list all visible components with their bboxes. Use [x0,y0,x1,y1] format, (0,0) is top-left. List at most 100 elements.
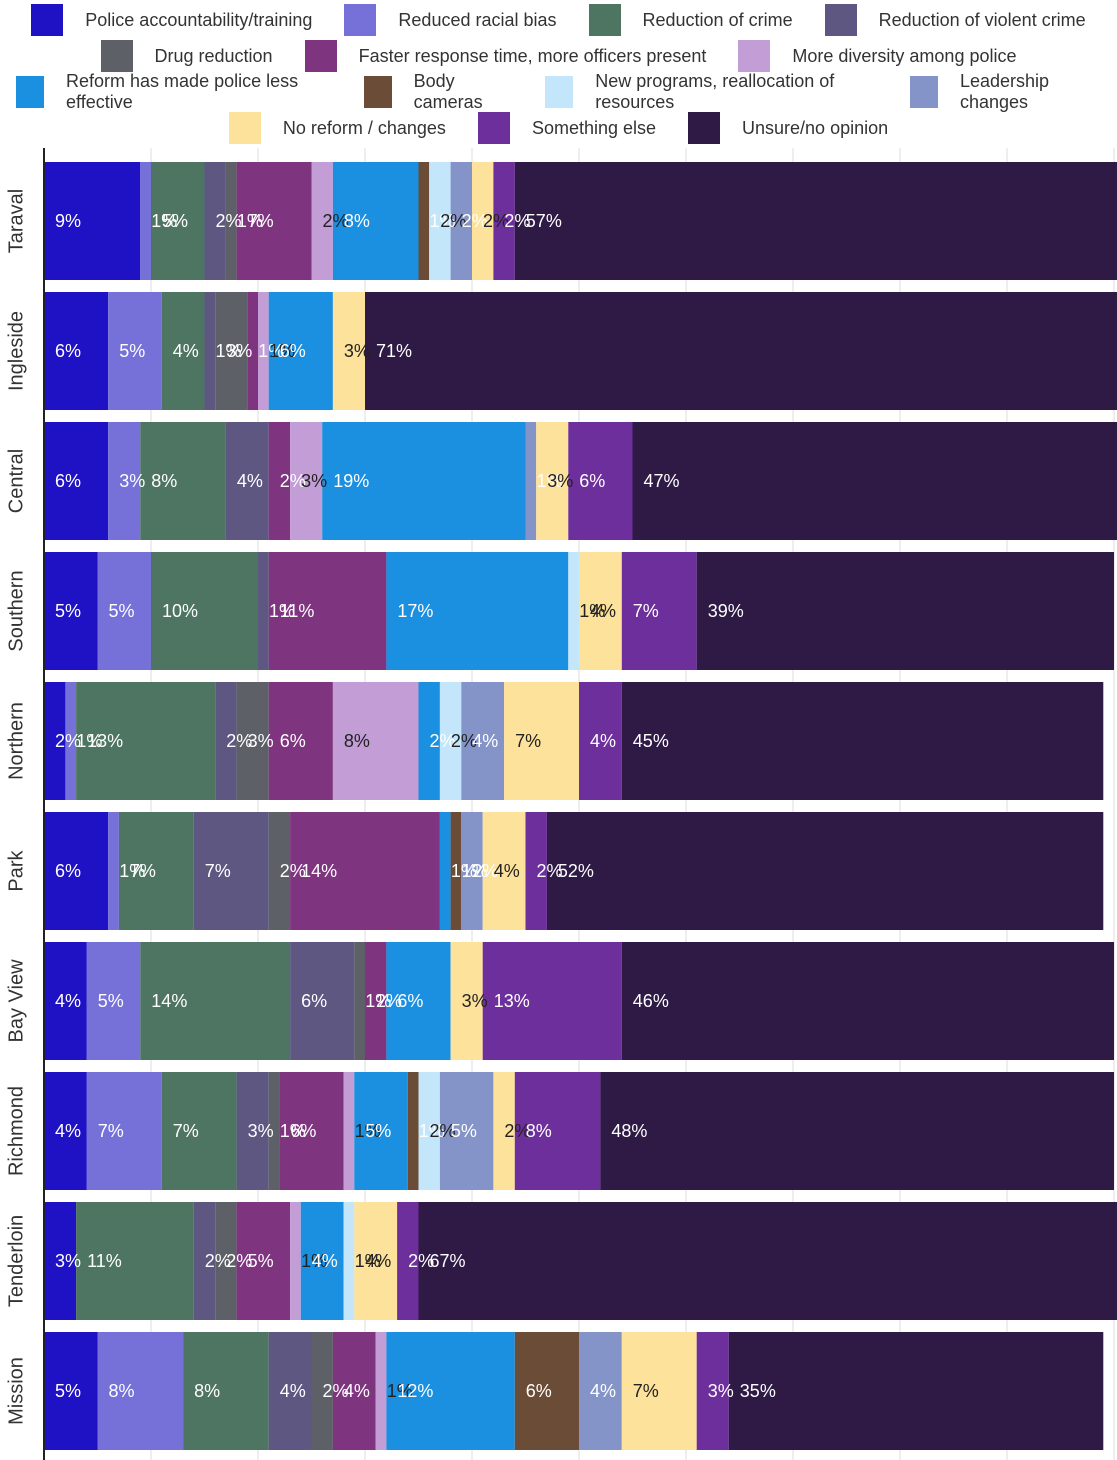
bar-segment [268,422,291,540]
bar-segment [546,812,1104,930]
data-label: 1% [579,601,605,621]
data-label: 3% [344,341,370,361]
bar-segment [450,812,462,930]
legend-item: Drug reduction [100,40,273,72]
data-label: 1% [355,1121,381,1141]
legend-label: Leadership changes [960,71,1050,112]
data-label: 3% [226,341,252,361]
legend-item: More diversity among police [738,40,1017,72]
bar-segment [268,812,291,930]
data-label: 1% [387,1381,413,1401]
legend-label: No reform / changes [282,117,446,138]
data-label: 4% [55,1121,81,1141]
bar-segment [525,812,547,930]
bar-segment [290,1202,301,1320]
bar-segment [429,162,451,280]
bar-segment [65,682,77,800]
data-label: 7% [515,731,541,751]
data-label: 2% [483,211,509,231]
bar-segment [482,942,622,1060]
data-label: 2% [440,211,466,231]
data-label: 5% [119,341,145,361]
bar-segment [44,552,98,670]
legend-item: Body cameras [363,71,513,113]
data-label: 7% [173,1121,199,1141]
bar-segment [161,1072,237,1190]
bar-segment [579,552,622,670]
legend-swatch [304,40,337,72]
data-label: 2% [280,861,306,881]
bar-segment [151,552,258,670]
bar-segment [354,1202,398,1320]
data-label: 3% [547,471,573,491]
data-label: 1% [76,731,102,751]
data-label: 4% [590,731,616,751]
legend-label: Reform has made police less effective [66,71,299,112]
data-label: 5% [451,1121,477,1141]
data-label: 8% [344,731,370,751]
bar-segment [354,1072,408,1190]
bar-segment [332,1332,376,1450]
data-label: 5% [162,211,188,231]
data-label: 6% [55,471,81,491]
legend-swatch [545,76,574,108]
bar-segment [418,1202,1117,1320]
data-label: 2% [462,211,488,231]
bar-segment [193,812,269,930]
data-label: 11% [87,1251,122,1271]
bar-segment [407,1072,419,1190]
bar-segment [258,292,269,410]
legend-label: Police accountability/training [85,9,313,30]
data-label: 1% [355,1251,381,1271]
data-label: 14% [301,861,337,881]
bar-segment [375,1332,387,1450]
legend-label: Reduction of crime [642,9,793,30]
bar-segment [236,162,312,280]
data-label: 8% [151,471,177,491]
bar-segment [140,162,151,280]
data-label: 6% [526,1381,552,1401]
bar-segment [332,292,365,410]
bar-segment [332,162,419,280]
data-label: 2% [472,861,498,881]
bar-segment [268,552,387,670]
data-label: 7% [248,211,274,231]
legend-label: More diversity among police [792,45,1017,66]
legend-item: Reduced racial bias [344,4,557,36]
data-label: 2% [504,211,530,231]
data-label: 6% [280,731,306,751]
bar-segment [118,812,194,930]
bar-segment [728,1332,1104,1450]
bar-segment [450,942,483,1060]
data-label: 2% [504,1121,530,1141]
bar-segment [44,942,87,1060]
bar-segment [365,292,1117,410]
data-label: 8% [109,1381,135,1401]
bar-segment [268,1332,312,1450]
bar-segment [44,422,109,540]
bar-segment [439,812,451,930]
data-label: 2% [205,1251,231,1271]
bar-segment [386,1332,515,1450]
bar-segment [97,1332,184,1450]
bar-segment [215,292,248,410]
legend-item: Unsure/no opinion [688,112,888,144]
y-tick-label: Central [5,449,27,513]
bar-segment [397,1202,419,1320]
bar-segment [579,682,622,800]
y-tick-label: Mission [5,1357,27,1425]
data-label: 2% [430,1121,456,1141]
data-label: 1% [430,211,456,231]
data-label: 5% [248,1251,274,1271]
data-label: 7% [633,1381,659,1401]
bar-segment [183,1332,269,1450]
bar-segment [268,1072,280,1190]
legend-item: Faster response time, more officers pres… [304,40,706,72]
data-label: 4% [590,601,616,621]
data-label: 3% [55,1251,81,1271]
legend-item: Reduction of crime [588,4,793,36]
legend-label: Something else [531,117,657,138]
bar-segment [290,812,440,930]
data-label: 4% [280,1381,306,1401]
bar-segment [514,162,1117,280]
